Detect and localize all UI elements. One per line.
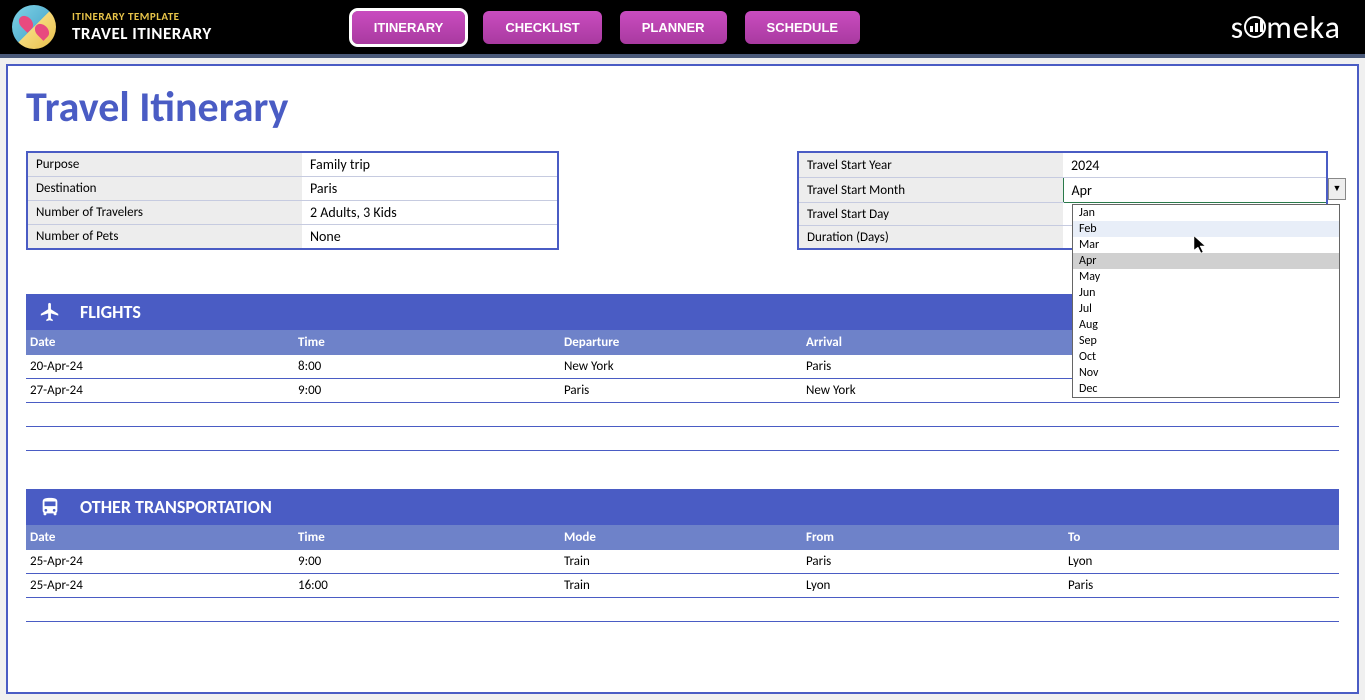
dropdown-toggle-icon[interactable]: ▼ — [1328, 178, 1346, 200]
col-arrival: Arrival — [802, 335, 1064, 350]
brand-subtitle: ITINERARY TEMPLATE — [72, 10, 212, 23]
month-option[interactable]: Sep — [1073, 333, 1339, 349]
start-month-text: Apr — [1072, 182, 1092, 199]
start-year-label: Travel Start Year — [798, 152, 1063, 178]
blank-row[interactable] — [26, 427, 1339, 451]
start-month-label: Travel Start Month — [798, 178, 1063, 203]
transport-columns: Date Time Mode From To — [26, 525, 1339, 550]
col-to: To — [1064, 530, 1324, 545]
nav-itinerary-button[interactable]: ITINERARY — [352, 11, 466, 44]
app-header: ITINERARY TEMPLATE TRAVEL ITINERARY ITIN… — [0, 0, 1365, 58]
cell: 20-Apr-24 — [26, 359, 294, 374]
cursor-icon — [1194, 236, 1208, 254]
transport-row[interactable]: 25-Apr-24 9:00 Train Paris Lyon — [26, 550, 1339, 574]
transport-header: OTHER TRANSPORTATION — [26, 489, 1339, 525]
start-day-label: Travel Start Day — [798, 203, 1063, 226]
cell: Paris — [802, 554, 1064, 569]
cell: 16:00 — [294, 578, 560, 593]
travelers-value[interactable]: 2 Adults, 3 Kids — [302, 201, 558, 225]
flights-title: FLIGHTS — [80, 301, 141, 323]
cell: Paris — [802, 359, 1064, 374]
month-option[interactable]: Feb — [1073, 221, 1339, 237]
col-time: Time — [294, 530, 560, 545]
cell: Paris — [560, 383, 802, 398]
cell: 9:00 — [294, 383, 560, 398]
col-time: Time — [294, 335, 560, 350]
cell: 25-Apr-24 — [26, 554, 294, 569]
col-date: Date — [26, 530, 294, 545]
month-option[interactable]: Oct — [1073, 349, 1339, 365]
cell: 9:00 — [294, 554, 560, 569]
month-option[interactable]: Nov — [1073, 365, 1339, 381]
blank-row[interactable] — [26, 403, 1339, 427]
start-month-value[interactable]: Apr▼ — [1063, 178, 1327, 203]
cell: Paris — [1064, 578, 1324, 593]
brand-title: TRAVEL ITINERARY — [72, 23, 212, 44]
nav-buttons: ITINERARY CHECKLIST PLANNER SCHEDULE — [352, 11, 860, 44]
purpose-value[interactable]: Family trip — [302, 152, 558, 177]
transport-section: OTHER TRANSPORTATION Date Time Mode From… — [26, 489, 1339, 622]
trip-info-table: PurposeFamily trip DestinationParis Numb… — [26, 151, 559, 250]
month-option[interactable]: Apr — [1073, 253, 1339, 269]
cell: Lyon — [1064, 554, 1324, 569]
transport-title: OTHER TRANSPORTATION — [80, 496, 272, 518]
destination-label: Destination — [27, 177, 302, 201]
col-date: Date — [26, 335, 294, 350]
cell: Train — [560, 578, 802, 593]
bus-icon — [36, 495, 64, 519]
transport-row[interactable]: 25-Apr-24 16:00 Train Lyon Paris — [26, 574, 1339, 598]
col-departure: Departure — [560, 335, 802, 350]
month-option[interactable]: Dec — [1073, 381, 1339, 397]
cell: Train — [560, 554, 802, 569]
cell: 25-Apr-24 — [26, 578, 294, 593]
cell: New York — [560, 359, 802, 374]
content-area: Travel Itinerary PurposeFamily trip Dest… — [6, 64, 1359, 694]
month-option[interactable]: Jul — [1073, 301, 1339, 317]
pets-value[interactable]: None — [302, 225, 558, 250]
month-option[interactable]: Jan — [1073, 205, 1339, 221]
travelers-label: Number of Travelers — [27, 201, 302, 225]
col-mode: Mode — [560, 530, 802, 545]
nav-schedule-button[interactable]: SCHEDULE — [745, 11, 861, 44]
month-option[interactable]: May — [1073, 269, 1339, 285]
month-option[interactable]: Aug — [1073, 317, 1339, 333]
airplane-icon — [36, 300, 64, 324]
cell: New York — [802, 383, 1064, 398]
cell: 8:00 — [294, 359, 560, 374]
nav-checklist-button[interactable]: CHECKLIST — [483, 11, 601, 44]
purpose-label: Purpose — [27, 152, 302, 177]
nav-planner-button[interactable]: PLANNER — [620, 11, 727, 44]
duration-label: Duration (Days) — [798, 226, 1063, 249]
cell: Lyon — [802, 578, 1064, 593]
brand-text: ITINERARY TEMPLATE TRAVEL ITINERARY — [72, 10, 212, 44]
pets-label: Number of Pets — [27, 225, 302, 250]
cell: 27-Apr-24 — [26, 383, 294, 398]
someka-logo: smeka — [1231, 8, 1341, 47]
destination-value[interactable]: Paris — [302, 177, 558, 201]
month-dropdown: Jan Feb Mar Apr May Jun Jul Aug Sep Oct … — [1072, 204, 1340, 398]
start-year-value[interactable]: 2024 — [1063, 152, 1327, 178]
brand-logo-icon — [12, 5, 56, 49]
blank-row[interactable] — [26, 598, 1339, 622]
col-from: From — [802, 530, 1064, 545]
month-option[interactable]: Jun — [1073, 285, 1339, 301]
page-title: Travel Itinerary — [26, 82, 1339, 133]
